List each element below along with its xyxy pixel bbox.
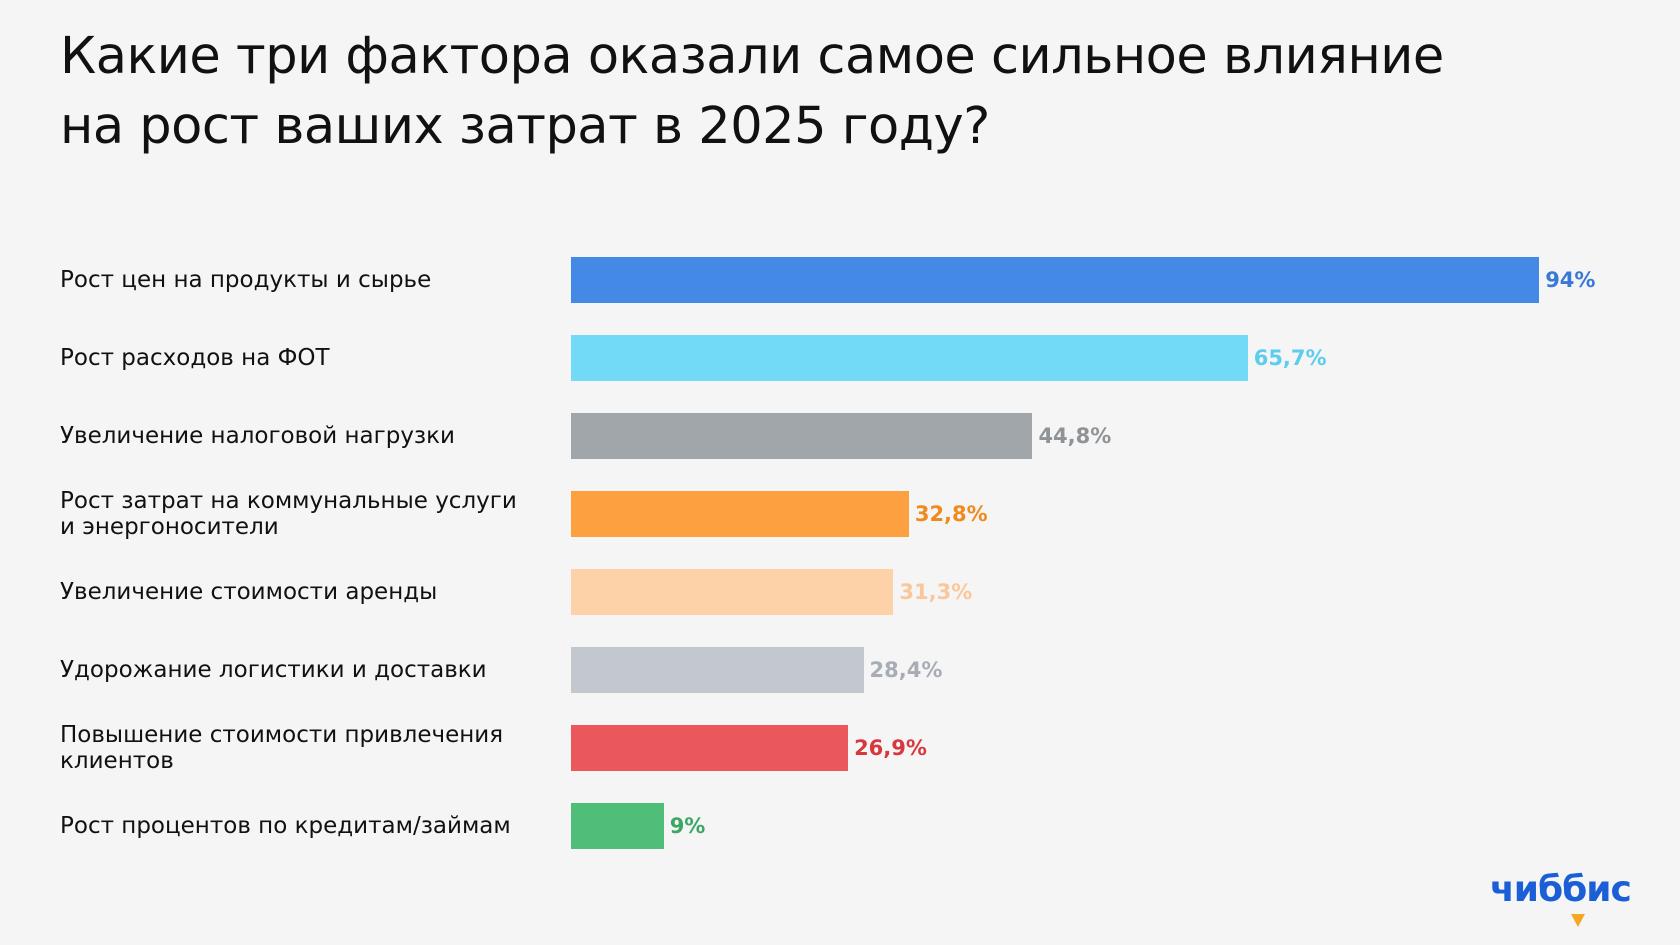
bar <box>571 335 1248 381</box>
logo-triangle-icon <box>1571 914 1585 927</box>
bar <box>571 491 909 537</box>
category-label: Повышение стоимости привлечения клиентов <box>60 722 504 774</box>
bar <box>571 257 1540 303</box>
value-label: 94% <box>1545 268 1596 292</box>
bar <box>571 725 849 771</box>
brand-logo: чиббис <box>1490 870 1660 930</box>
value-label: 44,8% <box>1038 424 1112 448</box>
category-label: Рост затрат на коммунальные услуги и эне… <box>60 488 517 540</box>
bar <box>571 569 894 615</box>
value-label: 26,9% <box>854 736 927 760</box>
category-label: Рост процентов по кредитам/займам <box>60 813 511 839</box>
category-label: Рост цен на продукты и сырье <box>60 267 432 293</box>
bar <box>571 647 864 693</box>
logo-wordmark: чиббис <box>1490 869 1632 910</box>
value-label: 28,4% <box>869 658 943 682</box>
value-label: 31,3% <box>899 580 973 604</box>
category-label: Увеличение стоимости аренды <box>60 579 438 605</box>
value-label: 9% <box>669 814 706 838</box>
page-title: Какие три фактора оказали самое сильное … <box>60 27 1444 156</box>
value-label: 65,7% <box>1253 346 1327 370</box>
category-label: Удорожание логистики и доставки <box>60 657 487 683</box>
value-label: 32,8% <box>914 502 988 526</box>
category-label: Увеличение налоговой нагрузки <box>60 423 455 449</box>
bar <box>571 803 664 849</box>
category-label: Рост расходов на ФОТ <box>60 345 330 371</box>
bar <box>571 413 1033 459</box>
